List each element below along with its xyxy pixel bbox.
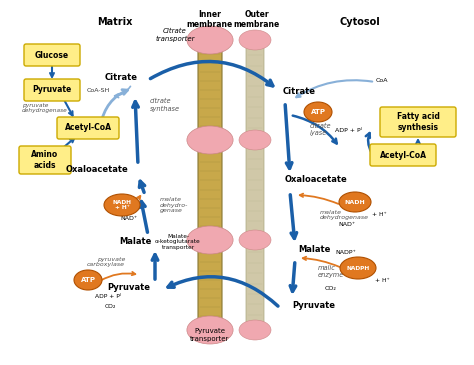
Text: Oxaloacetate: Oxaloacetate (65, 165, 128, 174)
Ellipse shape (339, 192, 371, 212)
Text: Pyruvate: Pyruvate (292, 300, 335, 310)
Ellipse shape (104, 194, 140, 216)
Ellipse shape (187, 26, 233, 54)
Text: CoA: CoA (376, 77, 389, 82)
Text: NADPH: NADPH (346, 265, 370, 270)
Text: ATP: ATP (310, 109, 326, 115)
Text: Amino
acids: Amino acids (31, 150, 59, 170)
Text: malate
dehydro-
genase: malate dehydro- genase (160, 197, 188, 213)
Ellipse shape (304, 102, 332, 122)
Ellipse shape (187, 316, 233, 344)
Text: Pyruvate: Pyruvate (32, 85, 72, 95)
Text: Matrix: Matrix (97, 17, 133, 27)
Ellipse shape (340, 257, 376, 279)
Text: citrate
synthase: citrate synthase (150, 99, 180, 112)
Text: NADH
+ H⁺: NADH + H⁺ (112, 200, 131, 210)
Ellipse shape (239, 230, 271, 250)
Text: + H⁺: + H⁺ (375, 277, 390, 283)
Text: Fatty acid
synthesis: Fatty acid synthesis (397, 112, 439, 132)
Text: Malate: Malate (298, 246, 330, 254)
Text: NADP⁺: NADP⁺ (335, 250, 356, 255)
FancyBboxPatch shape (370, 144, 436, 166)
FancyBboxPatch shape (246, 39, 264, 331)
Text: Acetyl-CoA: Acetyl-CoA (380, 150, 427, 160)
Text: Citrate: Citrate (105, 73, 138, 82)
FancyBboxPatch shape (19, 146, 71, 174)
FancyBboxPatch shape (24, 79, 80, 101)
Text: CO₂: CO₂ (325, 285, 337, 291)
Text: Pyruvate
transporter: Pyruvate transporter (191, 328, 230, 342)
Text: Glucose: Glucose (35, 50, 69, 59)
Text: Malate-
α-ketoglutarate
transporter: Malate- α-ketoglutarate transporter (155, 234, 201, 250)
Ellipse shape (74, 270, 102, 290)
Ellipse shape (239, 130, 271, 150)
Text: Pyruvate: Pyruvate (107, 284, 150, 292)
Text: Inner
membrane: Inner membrane (187, 10, 233, 30)
Text: NAD⁺: NAD⁺ (120, 215, 137, 220)
Text: malate
dehydrogenase: malate dehydrogenase (320, 210, 369, 220)
Text: CoA-SH: CoA-SH (87, 88, 110, 93)
Ellipse shape (187, 126, 233, 154)
Ellipse shape (239, 30, 271, 50)
Text: malic
enzyme: malic enzyme (318, 265, 345, 278)
Text: ATP: ATP (81, 277, 95, 283)
Text: pyruvate
carboxylase: pyruvate carboxylase (87, 257, 125, 268)
Text: CO₂: CO₂ (105, 304, 117, 308)
Text: Citrate: Citrate (283, 88, 316, 96)
Text: citrate
lyase: citrate lyase (310, 123, 332, 137)
FancyBboxPatch shape (57, 117, 119, 139)
Text: pyruvate
dehydrogenase: pyruvate dehydrogenase (22, 103, 68, 114)
Text: NAD⁺: NAD⁺ (338, 222, 355, 227)
Text: Citrate
transporter: Citrate transporter (155, 28, 195, 42)
Text: + H⁺: + H⁺ (372, 212, 387, 218)
Text: Outer
membrane: Outer membrane (234, 10, 280, 30)
Text: ADP + Pᴵ: ADP + Pᴵ (95, 293, 121, 299)
Text: Malate: Malate (119, 237, 152, 246)
Ellipse shape (239, 320, 271, 340)
Text: NADH: NADH (345, 200, 365, 204)
FancyBboxPatch shape (24, 44, 80, 66)
Text: ADP + Pᴵ: ADP + Pᴵ (335, 127, 362, 132)
FancyBboxPatch shape (380, 107, 456, 137)
FancyBboxPatch shape (198, 39, 222, 331)
Text: Oxaloacetate: Oxaloacetate (285, 176, 348, 184)
Text: Acetyl-CoA: Acetyl-CoA (64, 123, 111, 132)
Text: Cytosol: Cytosol (340, 17, 380, 27)
Ellipse shape (187, 226, 233, 254)
